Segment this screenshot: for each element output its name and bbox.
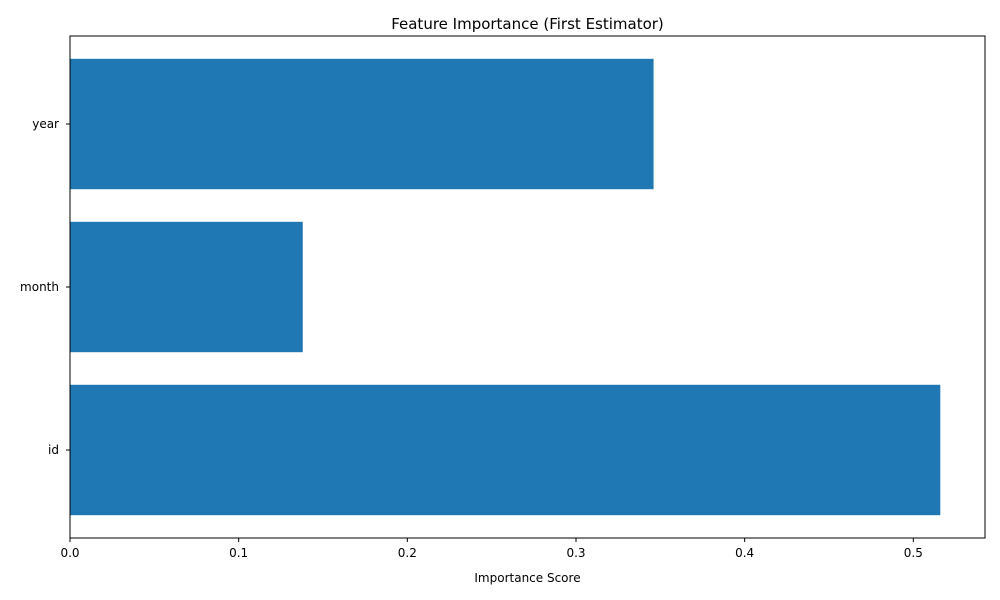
x-tick-label: 0.3 <box>566 546 585 560</box>
x-tick-label: 0.1 <box>229 546 248 560</box>
x-axis-label: Importance Score <box>474 571 580 585</box>
chart-title: Feature Importance (First Estimator) <box>391 15 664 33</box>
y-tick-label-year: year <box>32 117 59 131</box>
y-tick-label-id: id <box>48 443 59 457</box>
bar-year <box>70 58 654 190</box>
x-tick-label: 0.0 <box>60 546 79 560</box>
x-tick-label: 0.5 <box>904 546 923 560</box>
bars-layer <box>70 58 941 516</box>
y-tick-label-month: month <box>20 280 59 294</box>
axes-layer: 0.0 0.1 0.2 0.3 0.4 0.5 id month year <box>20 35 986 560</box>
x-tick-label: 0.4 <box>735 546 754 560</box>
bar-id <box>70 384 941 516</box>
x-tick-label: 0.2 <box>398 546 417 560</box>
bar-month <box>70 221 303 353</box>
